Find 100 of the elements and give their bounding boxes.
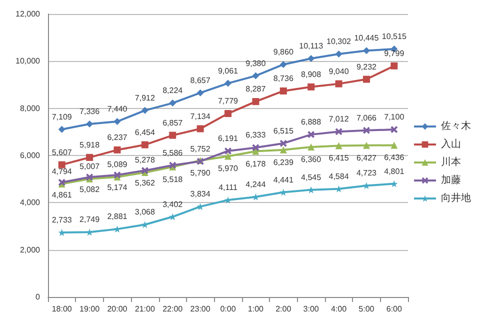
- point: [169, 213, 176, 220]
- x-tick-label: 23:00: [190, 304, 211, 314]
- point: [362, 126, 370, 134]
- data-label: 7,109: [52, 112, 72, 122]
- point: [280, 146, 287, 154]
- y-tick-label: 12,000: [16, 10, 41, 18]
- data-label: 5,362: [134, 178, 156, 188]
- data-label: 7,779: [218, 96, 239, 106]
- y-tick-label: 2,000: [20, 245, 41, 254]
- point: [58, 161, 66, 168]
- point: [362, 182, 370, 190]
- data-label: 2,749: [80, 215, 100, 224]
- data-label: 4,723: [356, 168, 378, 178]
- data-label: 6,360: [301, 155, 322, 164]
- x-tick-label: 18:00: [52, 304, 72, 314]
- point: [86, 154, 94, 161]
- point: [280, 87, 287, 94]
- point: [335, 128, 342, 136]
- data-label: 5,790: [190, 168, 211, 178]
- point: [196, 89, 204, 96]
- data-label: 8,224: [162, 86, 184, 96]
- point: [390, 180, 398, 188]
- point: [335, 80, 342, 88]
- point: [141, 141, 148, 148]
- legend-label: 川本: [441, 156, 461, 168]
- x-tick-label: 4:00: [330, 304, 348, 314]
- data-label: 5,752: [190, 144, 211, 154]
- data-label: 6,415: [328, 154, 350, 163]
- data-label: 4,441: [273, 175, 294, 184]
- data-label: 8,736: [273, 74, 294, 83]
- point: [362, 76, 370, 83]
- point: [308, 55, 315, 62]
- data-label: 10,113: [299, 42, 324, 50]
- data-label: 6,436: [384, 153, 405, 162]
- data-label: 7,336: [80, 106, 100, 116]
- point: [280, 140, 287, 147]
- x-tick-label: 6:00: [386, 304, 402, 314]
- point: [141, 106, 148, 114]
- point: [224, 110, 232, 118]
- data-label: 2,733: [52, 216, 72, 225]
- point: [252, 72, 260, 80]
- data-label: 5,082: [80, 185, 100, 194]
- data-label: 4,244: [246, 180, 266, 189]
- point: [169, 100, 176, 107]
- data-label: 6,454: [134, 128, 156, 137]
- point: [224, 80, 232, 87]
- data-label: 9,040: [328, 66, 350, 76]
- y-tick-label: 10,000: [16, 56, 41, 66]
- point: [86, 120, 94, 128]
- legend-label: 向井地: [441, 192, 471, 204]
- y-tick-label: 4,000: [20, 198, 41, 208]
- point: [308, 131, 315, 138]
- data-label: 6,857: [162, 118, 184, 128]
- x-tick-label: 20:00: [107, 304, 128, 314]
- data-label: 5,918: [80, 140, 100, 150]
- point: [308, 186, 315, 194]
- point: [390, 62, 398, 70]
- x-tick-label: 19:00: [80, 304, 100, 314]
- x-tick-label: 5:00: [358, 304, 375, 314]
- data-label: 4,861: [52, 190, 72, 200]
- data-label: 8,287: [246, 84, 266, 94]
- point: [224, 147, 232, 154]
- data-label: 8,657: [190, 76, 211, 85]
- data-label: 6,515: [273, 126, 294, 136]
- data-label: 5,607: [52, 148, 72, 157]
- point: [308, 83, 315, 90]
- legend-label: 入山: [441, 138, 461, 150]
- data-label: 6,427: [356, 153, 378, 162]
- x-tick-label: 3:00: [303, 304, 320, 314]
- y-tick-label: 8,000: [20, 104, 41, 113]
- point: [252, 98, 260, 106]
- data-label: 6,178: [246, 159, 266, 168]
- data-label: 9,799: [384, 48, 405, 58]
- data-label: 6,888: [301, 118, 322, 127]
- data-label: 7,066: [356, 113, 378, 122]
- x-tick-label: 1:00: [248, 304, 264, 314]
- data-label: 4,111: [218, 183, 238, 192]
- x-tick-label: 22:00: [162, 304, 184, 314]
- legend-label: 佐々木: [441, 120, 471, 132]
- data-label: 7,100: [384, 112, 405, 122]
- data-label: 10,515: [382, 32, 407, 42]
- data-label: 9,232: [356, 62, 378, 72]
- point: [335, 142, 342, 150]
- data-label: 5,586: [162, 148, 184, 158]
- data-label: 5,007: [80, 162, 100, 171]
- data-label: 8,908: [301, 70, 322, 79]
- data-label: 10,445: [354, 34, 380, 43]
- data-label: 3,834: [190, 190, 211, 199]
- data-label: 9,380: [246, 58, 266, 68]
- data-label: 4,801: [384, 166, 405, 176]
- data-label: 7,440: [107, 104, 128, 114]
- data-label: 6,237: [107, 132, 128, 142]
- point: [141, 221, 148, 228]
- point: [114, 118, 121, 126]
- x-tick-label: 0:00: [220, 304, 236, 314]
- data-label: 7,012: [328, 114, 350, 124]
- data-label: 2,881: [107, 212, 128, 222]
- data-label: 5,970: [218, 164, 239, 174]
- x-tick-label: 21:00: [134, 304, 156, 314]
- point: [308, 144, 315, 151]
